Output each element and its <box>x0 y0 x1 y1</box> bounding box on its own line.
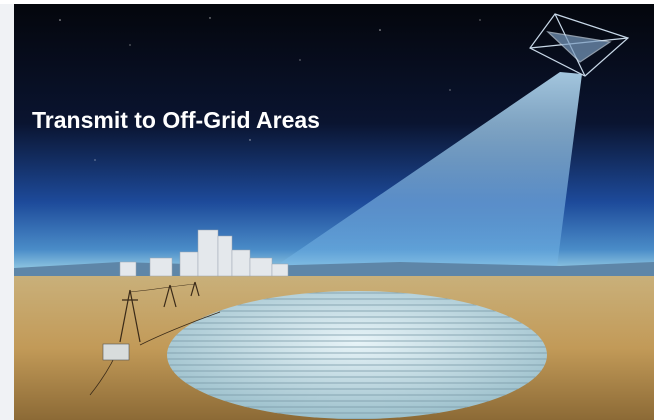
top-strip <box>0 0 654 4</box>
rectenna-rows <box>167 291 547 419</box>
substation <box>103 344 129 360</box>
caption: Transmit to Off-Grid Areas <box>32 107 320 133</box>
artwork: Transmit to Off-Grid Areas <box>0 0 654 420</box>
page: {"image": {"caption": "Transmit to Off-G… <box>0 0 654 420</box>
